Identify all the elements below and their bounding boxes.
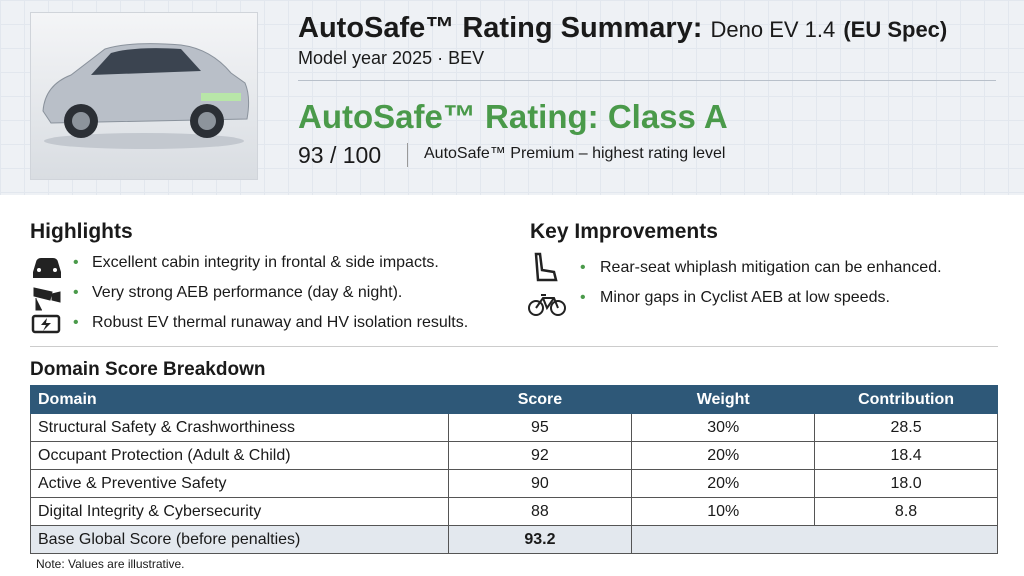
table-cell: Occupant Protection (Adult & Child) xyxy=(30,441,449,470)
table-cell: 30% xyxy=(631,413,816,442)
title: AutoSafe™ Rating Summary: Deno EV 1.4 (E… xyxy=(298,12,947,45)
table-cell: 90 xyxy=(447,469,633,498)
table-row: Occupant Protection (Adult & Child) 92 20%… xyxy=(30,441,998,470)
header-row: Domain Score Weight Contribution xyxy=(30,385,998,414)
title-main: AutoSafe™ Rating Summary: xyxy=(298,12,703,44)
table-row: Active & Preventive Safety 90 20% 18.0 xyxy=(30,469,998,498)
table-cell: 18.0 xyxy=(814,469,998,498)
improvement-icons xyxy=(528,252,566,316)
note: Note: Values are illustrative. xyxy=(36,557,185,571)
column-header: Domain xyxy=(30,385,449,414)
bullet: • xyxy=(580,289,586,306)
divider xyxy=(30,346,998,347)
table-row: Digital Integrity & Cybersecurity 88 10% 8.… xyxy=(30,497,998,526)
highlight-item: Very strong AEB performance (day & night… xyxy=(92,284,403,301)
subtitle: Model year 2025 · BEV xyxy=(298,48,485,68)
section-title: Highlights xyxy=(30,220,133,243)
table-cell: 95 xyxy=(447,413,633,442)
section-title: Key Improvements xyxy=(530,220,718,243)
column-header: Contribution xyxy=(814,385,998,414)
rating-note: AutoSafe™ Premium – highest rating level xyxy=(424,145,726,162)
bullet: • xyxy=(73,284,79,301)
divider xyxy=(298,80,996,81)
table-cell: 10% xyxy=(631,497,816,526)
table-cell: Active & Preventive Safety xyxy=(30,469,449,498)
table-cell: 92 xyxy=(447,441,633,470)
improvement-item: Minor gaps in Cyclist AEB at low speeds. xyxy=(600,289,890,306)
score: 93 / 100 xyxy=(298,142,382,168)
table-title: Domain Score Breakdown xyxy=(30,359,266,380)
bullet: • xyxy=(580,259,586,276)
total-label: Base Global Score (before penalties) xyxy=(30,525,449,554)
table-cell: Digital Integrity & Cybersecurity xyxy=(30,497,449,526)
table-cell: 18.4 xyxy=(814,441,998,470)
rating: AutoSafe™ Rating: Class A xyxy=(298,98,728,135)
bullet: • xyxy=(73,314,79,331)
improvement-item: Rear-seat whiplash mitigation can be enh… xyxy=(600,259,942,276)
table-cell: 20% xyxy=(631,441,816,470)
model: Deno EV 1.4 xyxy=(710,17,836,42)
highlight-item: Robust EV thermal runaway and HV isolati… xyxy=(92,314,469,331)
table-cell: Structural Safety & Crashworthiness xyxy=(30,413,449,442)
total-value: 93.2 xyxy=(447,525,633,554)
table-row: Structural Safety & Crashworthiness 95 30%… xyxy=(30,413,998,442)
table-cell: 20% xyxy=(631,469,816,498)
total-row: Base Global Score (before penalties) 93.2 xyxy=(30,525,998,554)
car-image xyxy=(42,43,250,149)
column-header: Weight xyxy=(631,385,816,414)
table-cell: 8.8 xyxy=(814,497,998,526)
highlight-icons xyxy=(31,258,61,334)
table-cell: 88 xyxy=(447,497,633,526)
car-photo xyxy=(30,12,258,180)
spec: (EU Spec) xyxy=(843,17,948,42)
score-table: Domain Score Weight Contribution Structural … xyxy=(30,385,998,554)
total-empty xyxy=(631,525,998,554)
separator xyxy=(407,143,408,167)
highlight-item: Excellent cabin integrity in frontal & s… xyxy=(92,254,439,271)
bullet: • xyxy=(73,254,79,271)
column-header: Score xyxy=(447,385,633,414)
table-cell: 28.5 xyxy=(814,413,998,442)
